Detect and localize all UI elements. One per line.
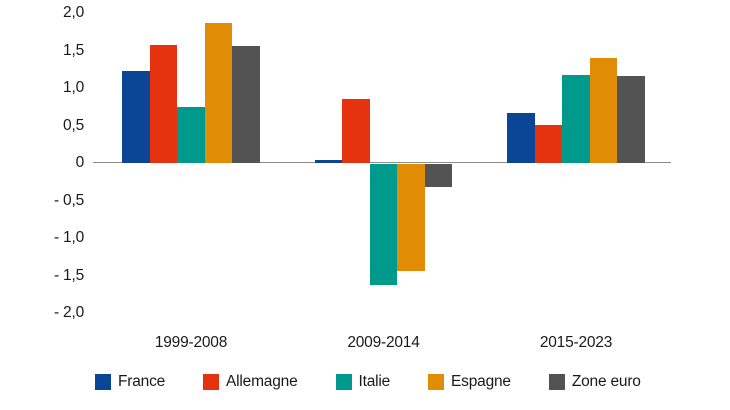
y-tick-label---1,0: - 1,0 [53, 229, 84, 246]
bar-espagne-2015-2023 [589, 57, 618, 163]
bar-zone-euro-2009-2014 [424, 163, 453, 187]
bar-france-2015-2023 [507, 113, 535, 163]
legend-swatch-france [95, 374, 111, 390]
bar-allemagne-2015-2023 [534, 125, 563, 163]
legend-swatch-zone-euro [548, 374, 565, 390]
legend-label-italie: Italie [358, 373, 391, 390]
bar-france-1999-2008 [122, 71, 150, 163]
legend-label-allemagne: Allemagne [226, 373, 298, 390]
bar-zone-euro-1999-2008 [232, 46, 260, 163]
y-tick-label-0: 0 [75, 154, 85, 171]
y-tick-label-1,5: 1,5 [63, 41, 84, 59]
legend-item-italie: Italie [335, 373, 391, 391]
y-tick-label---0,5: - 0,5 [53, 191, 84, 209]
x-category-label-2009-2014: 2009-2014 [347, 334, 420, 351]
bar-italie-1999-2008 [177, 107, 205, 163]
bar-allemagne-2009-2014 [342, 98, 370, 163]
legend-swatch-allemagne [203, 374, 220, 390]
y-tick-label-2,0: 2,0 [63, 4, 84, 21]
legend-item-zone-euro: Zone euro [548, 373, 641, 391]
legend-item-espagne: Espagne [428, 373, 511, 391]
bar-italie-2009-2014 [369, 163, 398, 285]
bar-allemagne-1999-2008 [149, 44, 178, 163]
legend-item-france: France [95, 373, 165, 391]
y-tick-label---1,5: - 1,5 [53, 266, 84, 284]
bar-espagne-1999-2008 [204, 23, 233, 163]
x-category-label-2015-2023: 2015-2023 [539, 334, 613, 351]
x-category-label-1999-2008: 1999-2008 [154, 334, 228, 351]
legend-label-france: France [118, 373, 166, 390]
legend-swatch-italie [335, 374, 352, 390]
y-tick-label---2,0: - 2,0 [53, 304, 84, 321]
legend-swatch-espagne [428, 374, 445, 390]
zero-axis-line [93, 162, 671, 163]
bar-france-2009-2014 [314, 160, 343, 163]
legend-label-espagne: Espagne [451, 373, 511, 390]
bar-zone-euro-2015-2023 [617, 75, 645, 163]
bar-italie-2015-2023 [562, 74, 590, 163]
legend-label-zone-euro: Zone euro [571, 373, 641, 390]
legend-item-allemagne: Allemagne [203, 373, 298, 391]
chart-legend: France Allemagne Italie Espagne Zone euro [95, 373, 641, 391]
y-tick-label-1,0: 1,0 [63, 79, 84, 96]
y-tick-label-0,5: 0,5 [63, 116, 84, 134]
bar-espagne-2009-2014 [397, 163, 425, 271]
